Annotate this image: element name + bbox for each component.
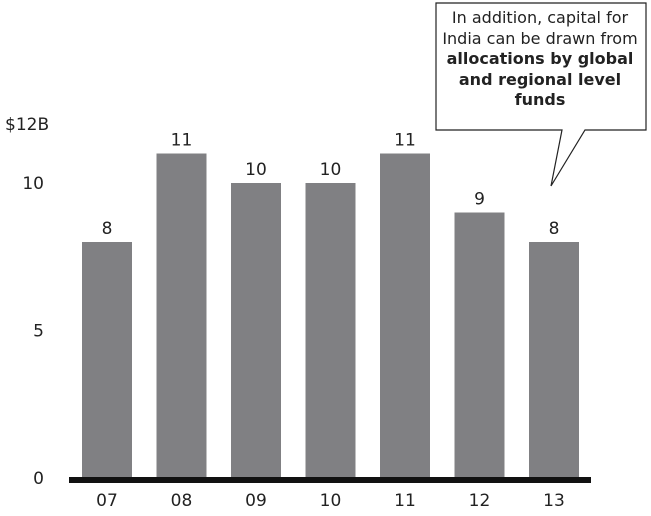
callout-annotation-text: In addition, capital for India can be dr… <box>435 8 645 111</box>
x-axis-line <box>69 477 591 483</box>
y-axis-tick-labels: 0 5 10 $12B <box>5 115 49 489</box>
x-tick-label-07: 07 <box>96 491 118 511</box>
value-label-10: 10 <box>320 160 342 180</box>
x-axis-tick-labels: 07 08 09 10 11 12 13 <box>96 491 565 511</box>
bar-08 <box>156 153 207 478</box>
value-labels: 8 11 10 10 11 9 8 <box>102 131 560 240</box>
callout-bubble <box>435 2 647 187</box>
value-label-08: 11 <box>171 131 193 151</box>
value-label-13: 8 <box>549 219 560 239</box>
y-tick-label: 5 <box>33 322 44 342</box>
y-tick-label: 0 <box>33 469 44 489</box>
y-tick-label: $12B <box>5 115 49 135</box>
callout-box <box>435 2 647 187</box>
bars <box>82 153 579 478</box>
callout-text-bold: allocations by global and regional level… <box>446 49 634 109</box>
x-tick-label-09: 09 <box>245 491 267 511</box>
bar-13 <box>529 242 579 478</box>
value-label-09: 10 <box>245 160 267 180</box>
bar-10 <box>305 183 356 478</box>
x-axis <box>69 477 591 483</box>
value-label-07: 8 <box>102 219 113 239</box>
x-tick-label-10: 10 <box>320 491 342 511</box>
x-tick-label-12: 12 <box>469 491 491 511</box>
callout-text-normal: In addition, capital for India can be dr… <box>442 8 638 48</box>
value-label-12: 9 <box>474 190 485 210</box>
x-tick-label-11: 11 <box>394 491 416 511</box>
value-label-11: 11 <box>394 131 416 151</box>
x-tick-label-08: 08 <box>171 491 193 511</box>
bar-11 <box>380 153 430 478</box>
y-tick-label: 10 <box>22 174 44 194</box>
bar-07 <box>82 242 132 478</box>
bar-09 <box>231 183 281 478</box>
x-tick-label-13: 13 <box>543 491 565 511</box>
bar-12 <box>454 212 505 478</box>
